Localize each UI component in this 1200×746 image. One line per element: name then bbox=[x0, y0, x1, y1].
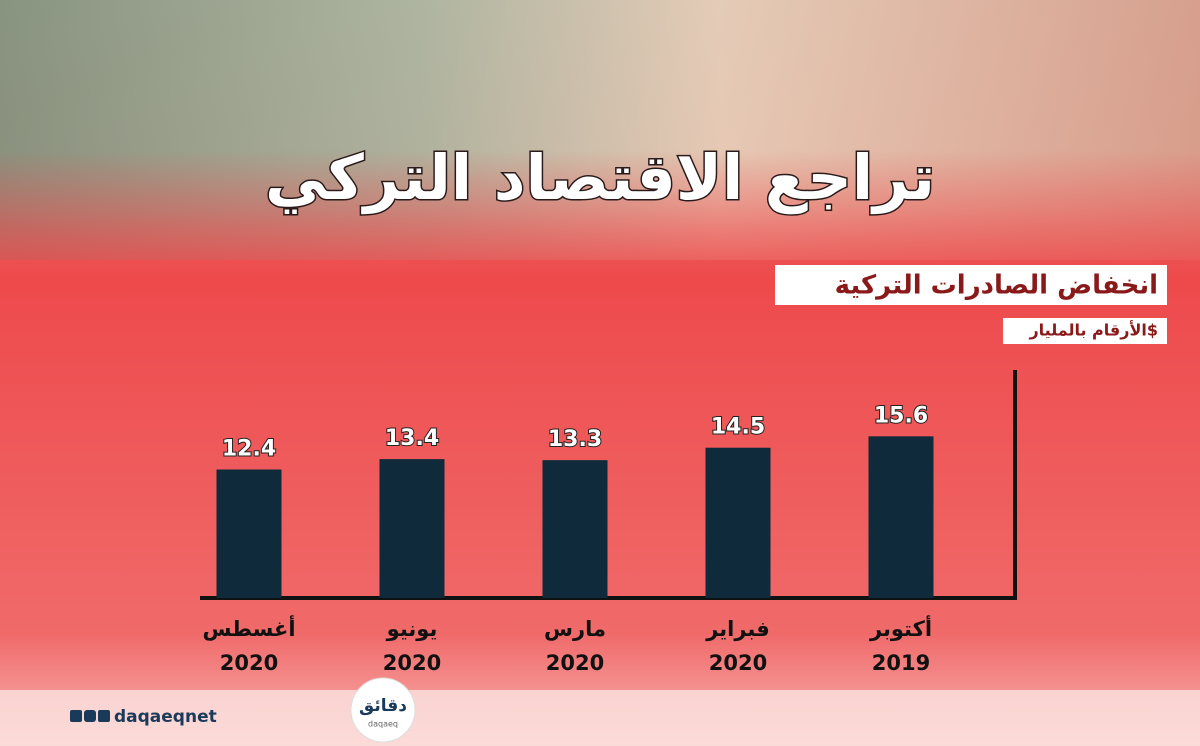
x-tick-label: 2019 bbox=[872, 651, 930, 675]
x-tick-label: مارس bbox=[544, 617, 606, 641]
note-box bbox=[1003, 318, 1167, 344]
logo-text: دقائق bbox=[359, 696, 407, 716]
footer-band bbox=[0, 690, 1200, 746]
note: الأرقام بالمليار$ bbox=[1028, 321, 1158, 340]
x-tick-label: 2020 bbox=[220, 651, 278, 675]
logo-sub: daqaeq bbox=[368, 720, 398, 729]
bar bbox=[542, 460, 608, 598]
social-icons bbox=[70, 710, 110, 722]
bar bbox=[216, 469, 282, 598]
value-label: 13.4 bbox=[385, 426, 439, 451]
value-label: 15.6 bbox=[874, 403, 928, 428]
bar bbox=[705, 447, 771, 598]
logo bbox=[350, 677, 416, 743]
value-label: 12.4 bbox=[222, 436, 276, 461]
x-tick-label: 2020 bbox=[546, 651, 604, 675]
x-tick-label: أغسطس bbox=[202, 614, 295, 641]
x-tick-label: 2020 bbox=[709, 651, 767, 675]
bar bbox=[868, 436, 934, 598]
value-label: 13.3 bbox=[548, 427, 602, 452]
subtitle: انخفاض الصادرات التركية bbox=[835, 271, 1158, 301]
bar bbox=[379, 459, 445, 598]
x-tick-label: 2020 bbox=[383, 651, 441, 675]
subtitle-box bbox=[775, 265, 1167, 305]
value-label: 14.5 bbox=[711, 415, 765, 440]
x-tick-label: أكتوبر bbox=[869, 614, 932, 641]
title: تراجع الاقتصاد التركي bbox=[265, 141, 935, 214]
x-tick-label: يونيو bbox=[386, 617, 438, 641]
brand-handle: daqaeqnet bbox=[114, 707, 217, 727]
x-tick-label: فبراير bbox=[705, 617, 770, 641]
